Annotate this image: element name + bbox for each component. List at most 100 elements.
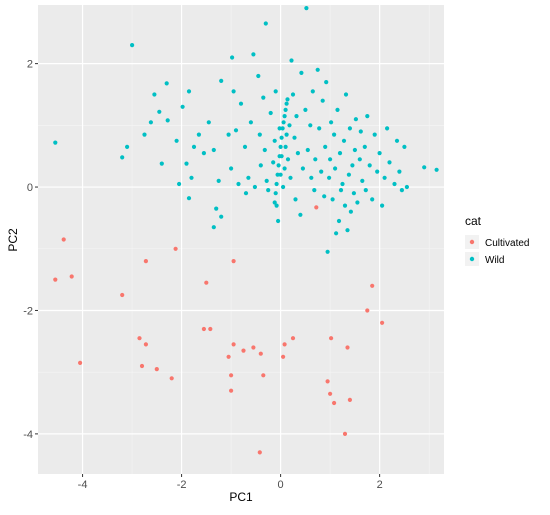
point-wild	[262, 147, 267, 153]
x-tick-label: -2	[177, 479, 187, 491]
point-cultivated	[120, 292, 125, 298]
point-wild	[276, 218, 281, 224]
point-wild	[312, 188, 317, 193]
point-wild	[120, 155, 125, 160]
point-wild	[404, 184, 409, 190]
point-wild	[387, 160, 392, 165]
point-wild	[308, 123, 313, 128]
point-wild	[295, 151, 300, 156]
point-wild	[216, 178, 221, 183]
point-wild	[340, 181, 345, 187]
point-wild	[280, 126, 285, 131]
point-wild	[177, 181, 182, 187]
point-wild	[157, 109, 162, 114]
point-wild	[263, 21, 268, 26]
point-wild	[277, 154, 282, 159]
point-wild	[330, 197, 335, 202]
point-wild	[230, 55, 235, 60]
point-cultivated	[139, 363, 145, 369]
point-wild	[370, 197, 375, 202]
point-cultivated	[241, 348, 246, 353]
point-wild	[347, 126, 352, 131]
point-wild	[363, 188, 368, 193]
point-wild	[283, 107, 288, 112]
y-tick-label: -2	[23, 305, 33, 317]
point-wild	[125, 144, 130, 149]
point-wild	[357, 157, 362, 162]
point-wild	[274, 181, 279, 187]
x-tick-label: 2	[377, 479, 383, 491]
point-wild	[397, 169, 402, 174]
point-wild	[261, 95, 266, 100]
point-cultivated	[261, 373, 266, 378]
point-wild	[337, 151, 343, 156]
point-wild	[289, 58, 294, 63]
point-cultivated	[201, 326, 206, 332]
x-axis-title: PC1	[229, 490, 253, 504]
point-wild	[352, 147, 357, 153]
legend-label-cultivated: Cultivated	[485, 238, 529, 249]
point-wild	[184, 161, 189, 166]
point-wild	[186, 196, 192, 201]
point-wild	[272, 138, 277, 143]
data-points	[53, 6, 439, 455]
y-axis-title: PC2	[6, 228, 20, 252]
point-wild	[285, 157, 291, 162]
point-cultivated	[380, 320, 385, 325]
point-wild	[434, 167, 439, 172]
x-tick-label: -4	[78, 479, 88, 491]
point-wild	[358, 129, 363, 134]
point-cultivated	[231, 342, 236, 347]
point-cultivated	[143, 259, 148, 264]
point-wild	[342, 203, 348, 208]
point-cultivated	[281, 354, 286, 359]
point-wild	[385, 126, 390, 131]
point-cultivated	[61, 237, 66, 242]
point-wild	[392, 181, 397, 187]
point-wild	[328, 157, 333, 162]
point-wild	[226, 132, 231, 137]
point-wild	[360, 178, 365, 183]
point-wild	[303, 107, 308, 112]
point-cultivated	[365, 308, 370, 313]
point-wild	[341, 138, 347, 143]
point-cultivated	[328, 391, 333, 396]
legend-title: cat	[465, 214, 482, 228]
point-wild	[332, 132, 337, 137]
point-wild	[275, 172, 280, 177]
minor-gridlines	[38, 5, 444, 474]
point-wild	[152, 92, 157, 97]
legend-key-wild	[469, 256, 475, 262]
point-cultivated	[332, 400, 337, 406]
point-wild	[231, 89, 236, 94]
point-wild	[367, 163, 372, 168]
point-wild	[394, 138, 400, 143]
point-cultivated	[251, 345, 256, 350]
point-wild	[274, 203, 279, 208]
point-wild	[248, 120, 253, 125]
point-wild	[335, 107, 340, 112]
point-wild	[180, 104, 185, 109]
point-wild	[211, 147, 216, 153]
point-wild	[324, 80, 329, 85]
point-wild	[372, 132, 377, 137]
point-cultivated	[78, 360, 83, 365]
point-wild	[252, 184, 257, 190]
point-wild	[256, 73, 261, 79]
point-cultivated	[229, 373, 234, 378]
point-wild	[327, 175, 332, 180]
point-wild	[346, 172, 351, 177]
point-wild	[294, 114, 299, 119]
point-wild	[246, 175, 251, 180]
point-wild	[313, 157, 318, 162]
point-wild	[355, 200, 360, 205]
point-wild	[382, 175, 387, 180]
point-wild	[242, 144, 248, 149]
point-cultivated	[258, 351, 263, 356]
point-cultivated	[370, 283, 375, 288]
point-wild	[272, 200, 277, 205]
point-cultivated	[137, 336, 142, 341]
point-wild	[258, 163, 263, 168]
point-wild	[189, 175, 194, 180]
